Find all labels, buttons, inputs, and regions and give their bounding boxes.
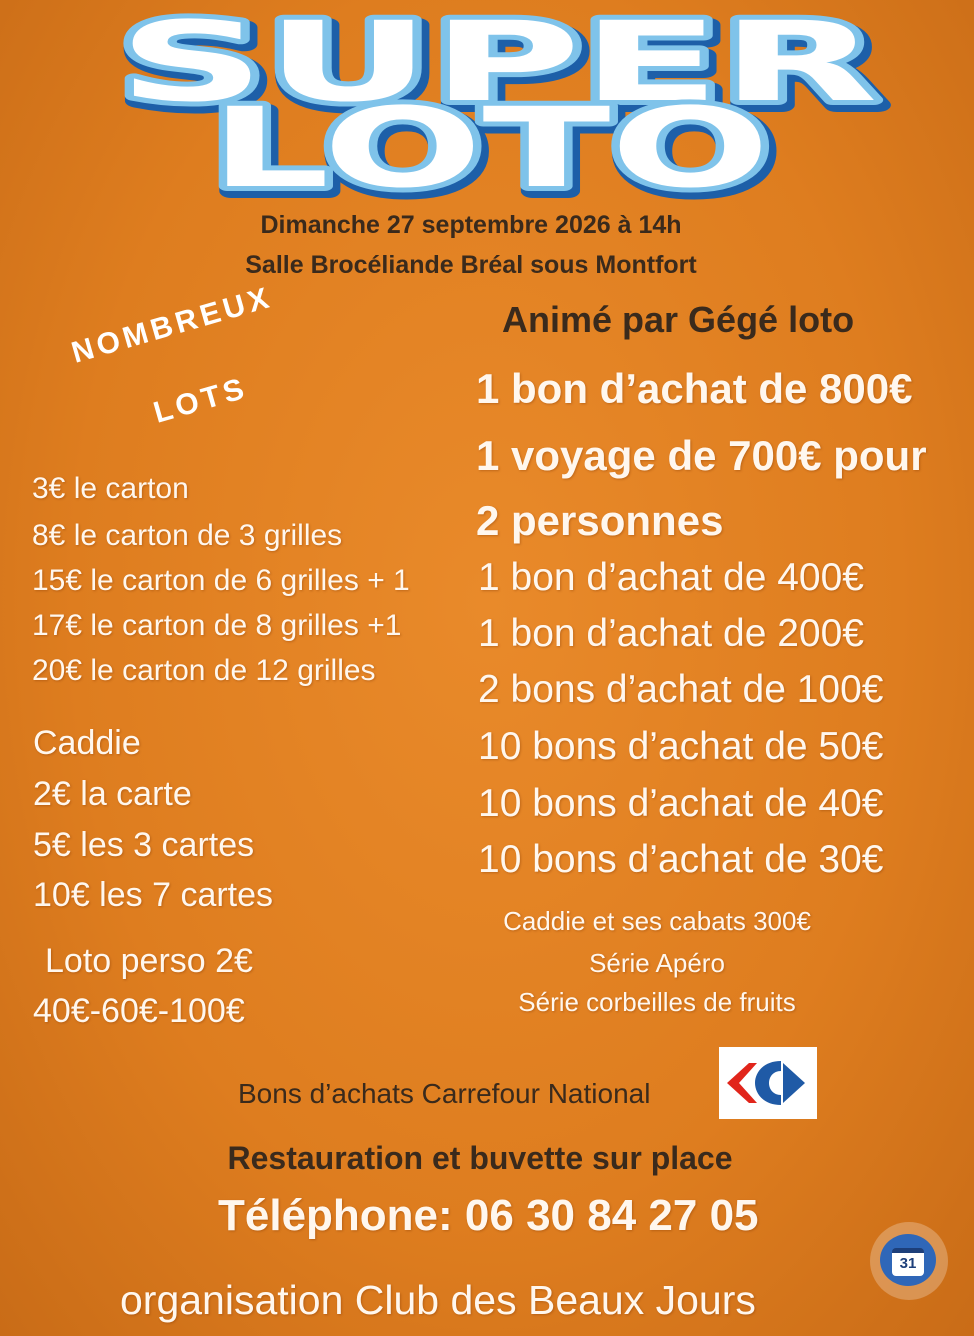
caddie-line: 5€ les 3 cartes bbox=[33, 826, 255, 864]
badge-line: NOMBREUX bbox=[68, 280, 277, 370]
extra-prize: Série corbeilles de fruits bbox=[518, 987, 796, 1017]
prize: 10 bons d’achat de 30€ bbox=[478, 838, 884, 881]
extra-prize: Série Apéro bbox=[589, 948, 725, 978]
price-line: 15€ le carton de 6 grilles + 1 bbox=[32, 564, 410, 597]
caddie-line: Caddie bbox=[33, 724, 141, 762]
main-prize: 1 bon d’achat de 800€ bbox=[476, 365, 913, 412]
prize: 1 bon d’achat de 400€ bbox=[478, 556, 865, 599]
title-line: LOTO bbox=[210, 84, 770, 200]
phone: Téléphone: 06 30 84 27 05 bbox=[218, 1191, 759, 1240]
price-line: 3€ le carton bbox=[32, 472, 189, 505]
title-shadow: SUPER bbox=[122, 3, 882, 131]
caddie-line: 2€ la carte bbox=[33, 775, 192, 813]
price-line: 8€ le carton de 3 grilles bbox=[32, 519, 343, 552]
loto-perso-line: 40€-60€-100€ bbox=[33, 992, 245, 1030]
catering: Restauration et buvette sur place bbox=[227, 1140, 733, 1176]
title-shadow: LOTO bbox=[214, 89, 774, 200]
main-prize: 2 personnes bbox=[476, 497, 724, 544]
prize: 2 bons d’achat de 100€ bbox=[478, 668, 884, 711]
title-line: SUPER bbox=[118, 0, 878, 126]
badge-line: LOTS bbox=[150, 371, 252, 430]
prize: 10 bons d’achat de 40€ bbox=[478, 782, 884, 825]
prize: 10 bons d’achat de 50€ bbox=[478, 725, 884, 768]
extra-prize: Caddie et ses cabats 300€ bbox=[503, 906, 811, 936]
price-line: 17€ le carton de 8 grilles +1 bbox=[32, 609, 402, 642]
event-venue: Salle Brocéliande Bréal sous Montfort bbox=[245, 251, 697, 279]
title-graphic: SUPER SUPER LOTO LOTO bbox=[113, 0, 889, 200]
host: Animé par Gégé loto bbox=[502, 299, 855, 340]
main-prize: 1 voyage de 700€ pour bbox=[476, 432, 927, 479]
calendar-icon[interactable]: 31 bbox=[870, 1222, 948, 1300]
prize: 1 bon d’achat de 200€ bbox=[478, 612, 865, 655]
event-date: Dimanche 27 septembre 2026 à 14h bbox=[260, 211, 682, 239]
organizer: organisation Club des Beaux Jours bbox=[120, 1277, 756, 1323]
sponsor: Bons d’achats Carrefour National bbox=[238, 1078, 651, 1109]
caddie-line: 10€ les 7 cartes bbox=[33, 876, 274, 914]
calendar-day: 31 bbox=[892, 1248, 924, 1276]
price-line: 20€ le carton de 12 grilles bbox=[32, 654, 376, 687]
carrefour-logo bbox=[719, 1047, 817, 1119]
loto-perso-line: Loto perso 2€ bbox=[45, 942, 253, 980]
